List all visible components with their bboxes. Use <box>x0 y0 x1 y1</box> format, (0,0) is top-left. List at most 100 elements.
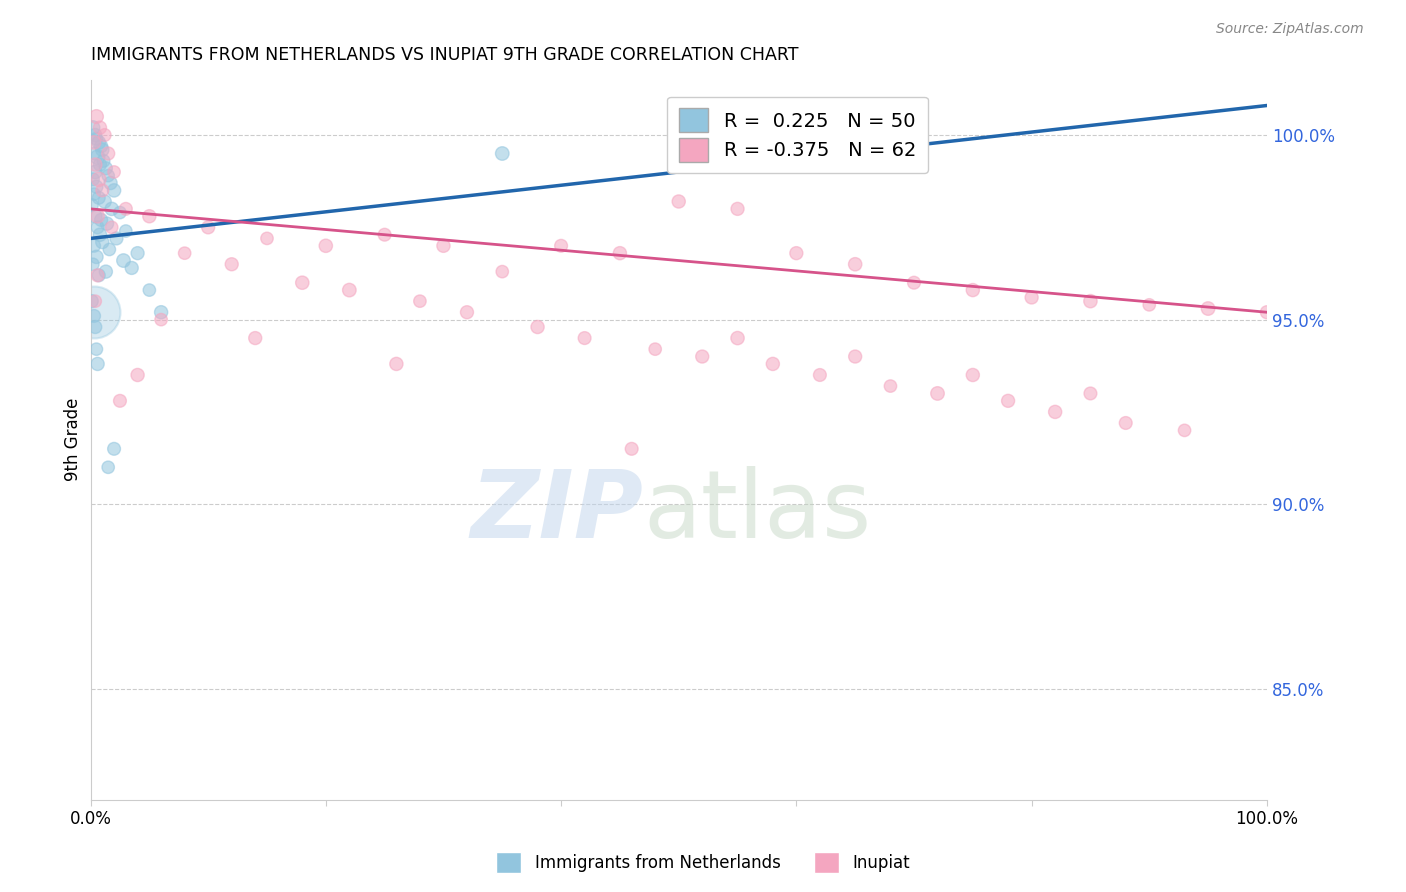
Point <box>374 227 396 242</box>
Point <box>668 194 690 209</box>
Point <box>97 460 120 475</box>
Point <box>127 246 149 260</box>
Point <box>138 283 160 297</box>
Point <box>86 268 108 283</box>
Point <box>84 209 107 223</box>
Point <box>1256 305 1278 319</box>
Point <box>108 393 131 408</box>
Point <box>82 120 104 135</box>
Point <box>114 202 136 216</box>
Point <box>91 143 114 157</box>
Point <box>100 202 122 216</box>
Point <box>127 368 149 382</box>
Point <box>84 157 107 171</box>
Point <box>221 257 243 271</box>
Point <box>83 146 105 161</box>
Point <box>86 220 108 235</box>
Point <box>1197 301 1219 316</box>
Point <box>1173 423 1195 437</box>
Point <box>98 243 121 257</box>
Point <box>97 169 120 183</box>
Point <box>86 342 108 356</box>
Point <box>844 257 866 271</box>
Point <box>82 172 104 186</box>
Point <box>103 442 125 456</box>
Point <box>491 146 513 161</box>
Point <box>1080 294 1102 309</box>
Point <box>138 209 160 223</box>
Point <box>609 246 631 260</box>
Point <box>456 305 478 319</box>
Point <box>927 386 949 401</box>
Point <box>103 165 125 179</box>
Point <box>87 268 110 283</box>
Point <box>1137 298 1160 312</box>
Point <box>83 309 105 323</box>
Point <box>83 136 105 150</box>
Point <box>96 217 118 231</box>
Point <box>962 368 984 382</box>
Point <box>173 246 195 260</box>
Point <box>83 305 105 319</box>
Point <box>86 250 108 264</box>
Point <box>83 239 105 253</box>
Point <box>150 312 173 326</box>
Y-axis label: 9th Grade: 9th Grade <box>65 398 82 482</box>
Point <box>93 194 115 209</box>
Point <box>84 294 107 309</box>
Point <box>86 110 108 124</box>
Point <box>903 276 925 290</box>
Point <box>291 276 314 290</box>
Point <box>1080 386 1102 401</box>
Point <box>727 331 749 345</box>
Point <box>337 283 360 297</box>
Point <box>962 283 984 297</box>
Point <box>112 253 135 268</box>
Text: atlas: atlas <box>644 466 872 558</box>
Point <box>245 331 267 345</box>
Point <box>86 150 108 164</box>
Point <box>93 128 115 142</box>
Point <box>90 213 112 227</box>
Point <box>89 120 111 135</box>
Point <box>197 220 219 235</box>
Point <box>89 157 111 171</box>
Point <box>80 294 103 309</box>
Point <box>108 205 131 219</box>
Point <box>409 294 432 309</box>
Point <box>86 132 108 146</box>
Point <box>91 183 114 197</box>
Point <box>100 176 122 190</box>
Point <box>997 393 1019 408</box>
Point <box>84 320 107 334</box>
Point <box>315 239 337 253</box>
Point <box>785 246 807 260</box>
Point <box>491 265 513 279</box>
Point <box>121 260 143 275</box>
Point <box>87 136 110 150</box>
Point <box>89 227 111 242</box>
Point <box>93 153 115 168</box>
Point <box>727 202 749 216</box>
Point <box>84 128 107 142</box>
Point <box>879 379 901 393</box>
Legend: R =  0.225   N = 50, R = -0.375   N = 62: R = 0.225 N = 50, R = -0.375 N = 62 <box>668 96 928 173</box>
Point <box>87 191 110 205</box>
Text: IMMIGRANTS FROM NETHERLANDS VS INUPIAT 9TH GRADE CORRELATION CHART: IMMIGRANTS FROM NETHERLANDS VS INUPIAT 9… <box>90 46 799 64</box>
Point <box>90 139 112 153</box>
Point <box>105 231 128 245</box>
Point <box>808 368 831 382</box>
Point <box>690 350 713 364</box>
Point <box>86 357 108 371</box>
Point <box>83 187 105 202</box>
Point <box>574 331 596 345</box>
Text: Source: ZipAtlas.com: Source: ZipAtlas.com <box>1216 22 1364 37</box>
Point <box>1043 405 1066 419</box>
Point <box>1021 290 1043 304</box>
Point <box>86 209 108 223</box>
Point <box>432 239 454 253</box>
Text: ZIP: ZIP <box>471 466 644 558</box>
Point <box>550 239 572 253</box>
Point <box>762 357 785 371</box>
Point <box>100 220 122 235</box>
